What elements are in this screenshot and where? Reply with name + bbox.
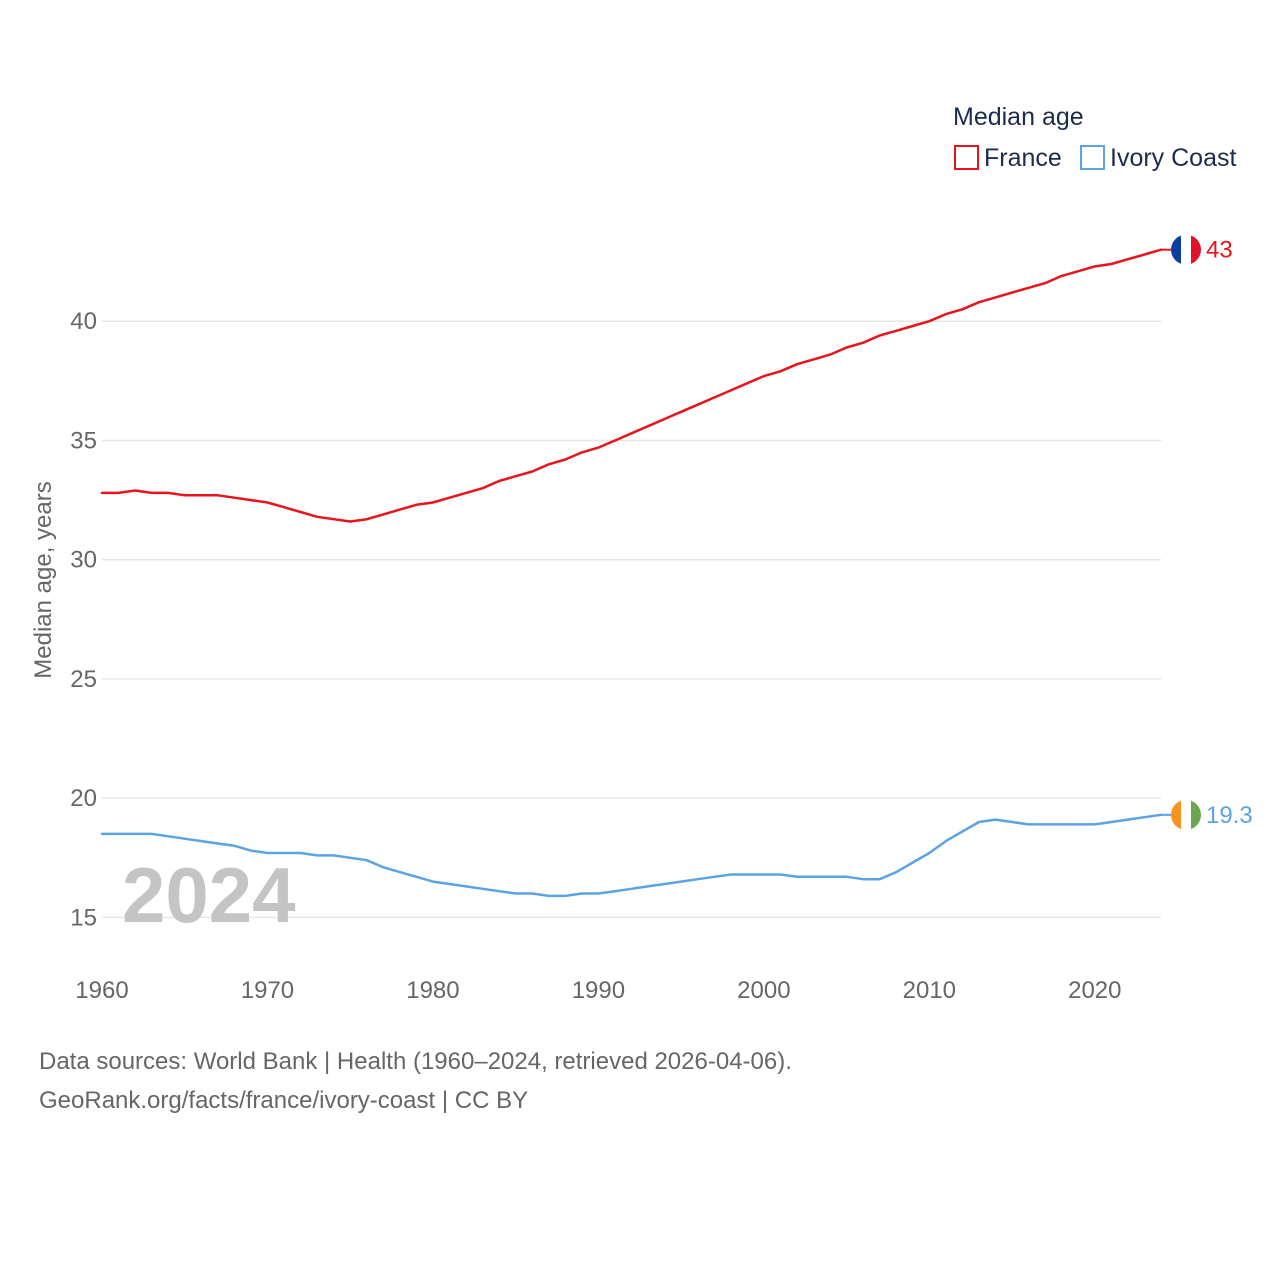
x-tick-label: 1970 bbox=[241, 977, 294, 1004]
legend-label-ivory-coast[interactable]: Ivory Coast bbox=[1110, 144, 1236, 172]
y-tick-label: 20 bbox=[70, 785, 97, 812]
footer-attribution[interactable]: GeoRank.org/facts/france/ivory-coast | C… bbox=[39, 1087, 528, 1114]
x-axis-ticks: 1960 1970 1980 1990 2000 2010 2020 bbox=[75, 977, 1121, 1004]
y-axis-title: Median age, years bbox=[30, 481, 57, 678]
legend-label-france[interactable]: France bbox=[984, 144, 1062, 172]
x-tick-label: 2020 bbox=[1068, 977, 1121, 1004]
series-line-ivory-coast bbox=[100, 813, 1163, 898]
legend-swatch-ivory-coast[interactable] bbox=[1080, 145, 1105, 170]
x-tick-label: 2000 bbox=[737, 977, 790, 1004]
france-flag-icon bbox=[1171, 234, 1201, 265]
end-value-ivory-coast: 19.3 bbox=[1206, 802, 1253, 829]
series-line-france bbox=[100, 248, 1163, 523]
y-tick-label: 40 bbox=[70, 308, 97, 335]
x-tick-label: 2010 bbox=[903, 977, 956, 1004]
ivory-coast-flag-icon bbox=[1171, 799, 1201, 830]
end-value-france: 43 bbox=[1206, 237, 1233, 264]
y-axis-ticks: 15 20 25 30 35 40 bbox=[70, 308, 97, 931]
y-tick-label: 35 bbox=[70, 427, 97, 454]
x-tick-label: 1980 bbox=[406, 977, 459, 1004]
y-tick-label: 30 bbox=[70, 547, 97, 574]
legend-swatch-france[interactable] bbox=[954, 145, 979, 170]
y-tick-label: 15 bbox=[70, 904, 97, 931]
footer-data-sources: Data sources: World Bank | Health (1960–… bbox=[39, 1048, 792, 1075]
y-tick-label: 25 bbox=[70, 666, 97, 693]
x-tick-label: 1960 bbox=[75, 977, 128, 1004]
legend-title: Median age bbox=[953, 103, 1084, 131]
year-watermark: 2024 bbox=[122, 851, 296, 939]
legend: Median age France Ivory Coast bbox=[953, 103, 1236, 172]
x-tick-label: 1990 bbox=[572, 977, 625, 1004]
gridlines bbox=[102, 320, 1161, 919]
